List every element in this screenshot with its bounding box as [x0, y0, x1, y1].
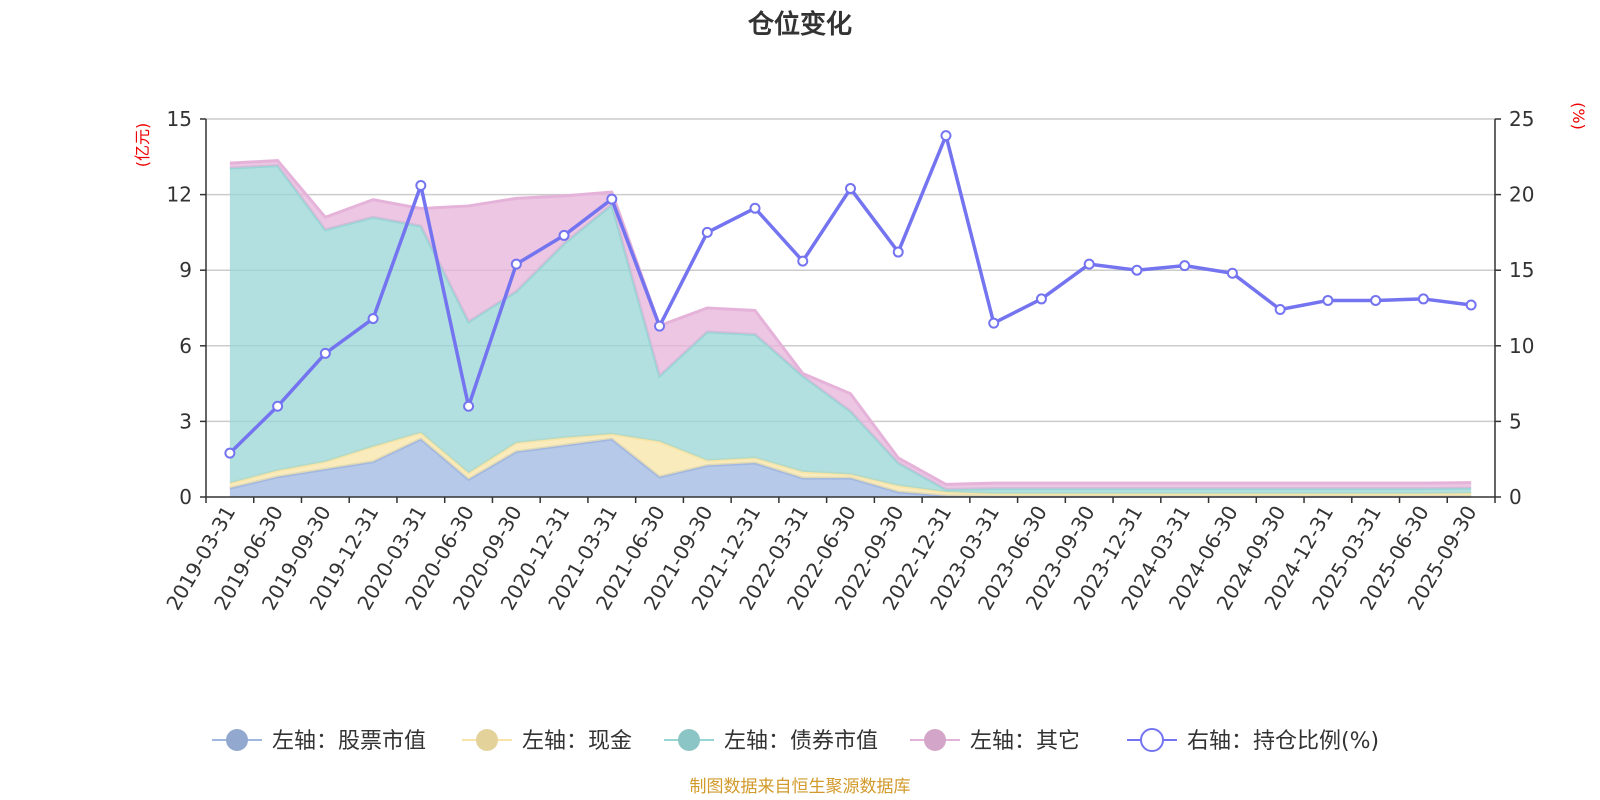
left-tick-label: 9	[179, 258, 192, 282]
line-point	[319, 347, 331, 359]
legend-marker	[924, 729, 946, 751]
legend-label: 左轴：其它	[970, 729, 1080, 754]
line-point	[988, 317, 1000, 329]
line-point	[1131, 264, 1143, 276]
line-point	[367, 313, 379, 325]
right-tick-label: 5	[1509, 409, 1522, 433]
legend-marker	[226, 729, 248, 751]
area-左轴：股票市值	[229, 439, 1472, 497]
line-point	[1465, 299, 1477, 311]
line-point	[415, 180, 427, 192]
line-point	[892, 246, 904, 258]
legend-marker	[678, 729, 700, 751]
legend-marker	[1140, 728, 1164, 752]
line-point	[654, 320, 666, 332]
legend-label: 左轴：现金	[522, 729, 632, 754]
line-point	[1035, 293, 1047, 305]
line-point	[1274, 304, 1286, 316]
right-tick-label: 15	[1509, 258, 1534, 282]
line-point	[272, 400, 284, 412]
line-point	[1322, 294, 1334, 306]
line-point	[940, 130, 952, 142]
line-point	[797, 255, 809, 267]
area-edge-左轴：其它	[229, 159, 1472, 486]
chart-title: 仓位变化	[747, 9, 852, 40]
legend: 左轴：股票市值 左轴：现金 左轴：债券市值 左轴：其它 右轴：持仓比例(%)	[212, 728, 1379, 754]
line-point	[1370, 294, 1382, 306]
line-point	[510, 258, 522, 270]
line-point	[606, 193, 618, 205]
left-tick-label: 15	[167, 107, 192, 131]
line-series	[224, 130, 1477, 459]
data-source-note: 制图数据来自恒生聚源数据库	[690, 777, 911, 797]
left-tick-label: 6	[179, 334, 192, 358]
area-左轴：债券市值	[229, 165, 1472, 494]
right-tick-label: 25	[1509, 107, 1534, 131]
line-point	[701, 226, 713, 238]
line-point	[1083, 258, 1095, 270]
left-tick-label: 3	[179, 409, 192, 433]
line-point	[1226, 267, 1238, 279]
line-point	[224, 447, 236, 459]
right-axis-unit: (%)	[1569, 102, 1588, 130]
right-tick-label: 20	[1509, 183, 1534, 207]
legend-label: 左轴：债券市值	[724, 729, 878, 754]
line-point	[463, 400, 475, 412]
left-axis-unit: (亿元)	[133, 123, 152, 168]
left-tick-label: 0	[179, 485, 192, 509]
line-point	[558, 229, 570, 241]
line-point	[1179, 260, 1191, 272]
legend-label: 左轴：股票市值	[272, 729, 426, 754]
right-tick-label: 0	[1509, 485, 1522, 509]
right-tick-label: 10	[1509, 334, 1534, 358]
line-point	[845, 183, 856, 195]
legend-label: 右轴：持仓比例(%)	[1187, 729, 1379, 754]
area-左轴：其它	[229, 160, 1472, 490]
area-series	[229, 159, 1472, 498]
line-point	[749, 202, 761, 214]
left-tick-label: 12	[167, 183, 192, 207]
legend-marker	[476, 729, 498, 751]
line-point	[1417, 293, 1429, 305]
